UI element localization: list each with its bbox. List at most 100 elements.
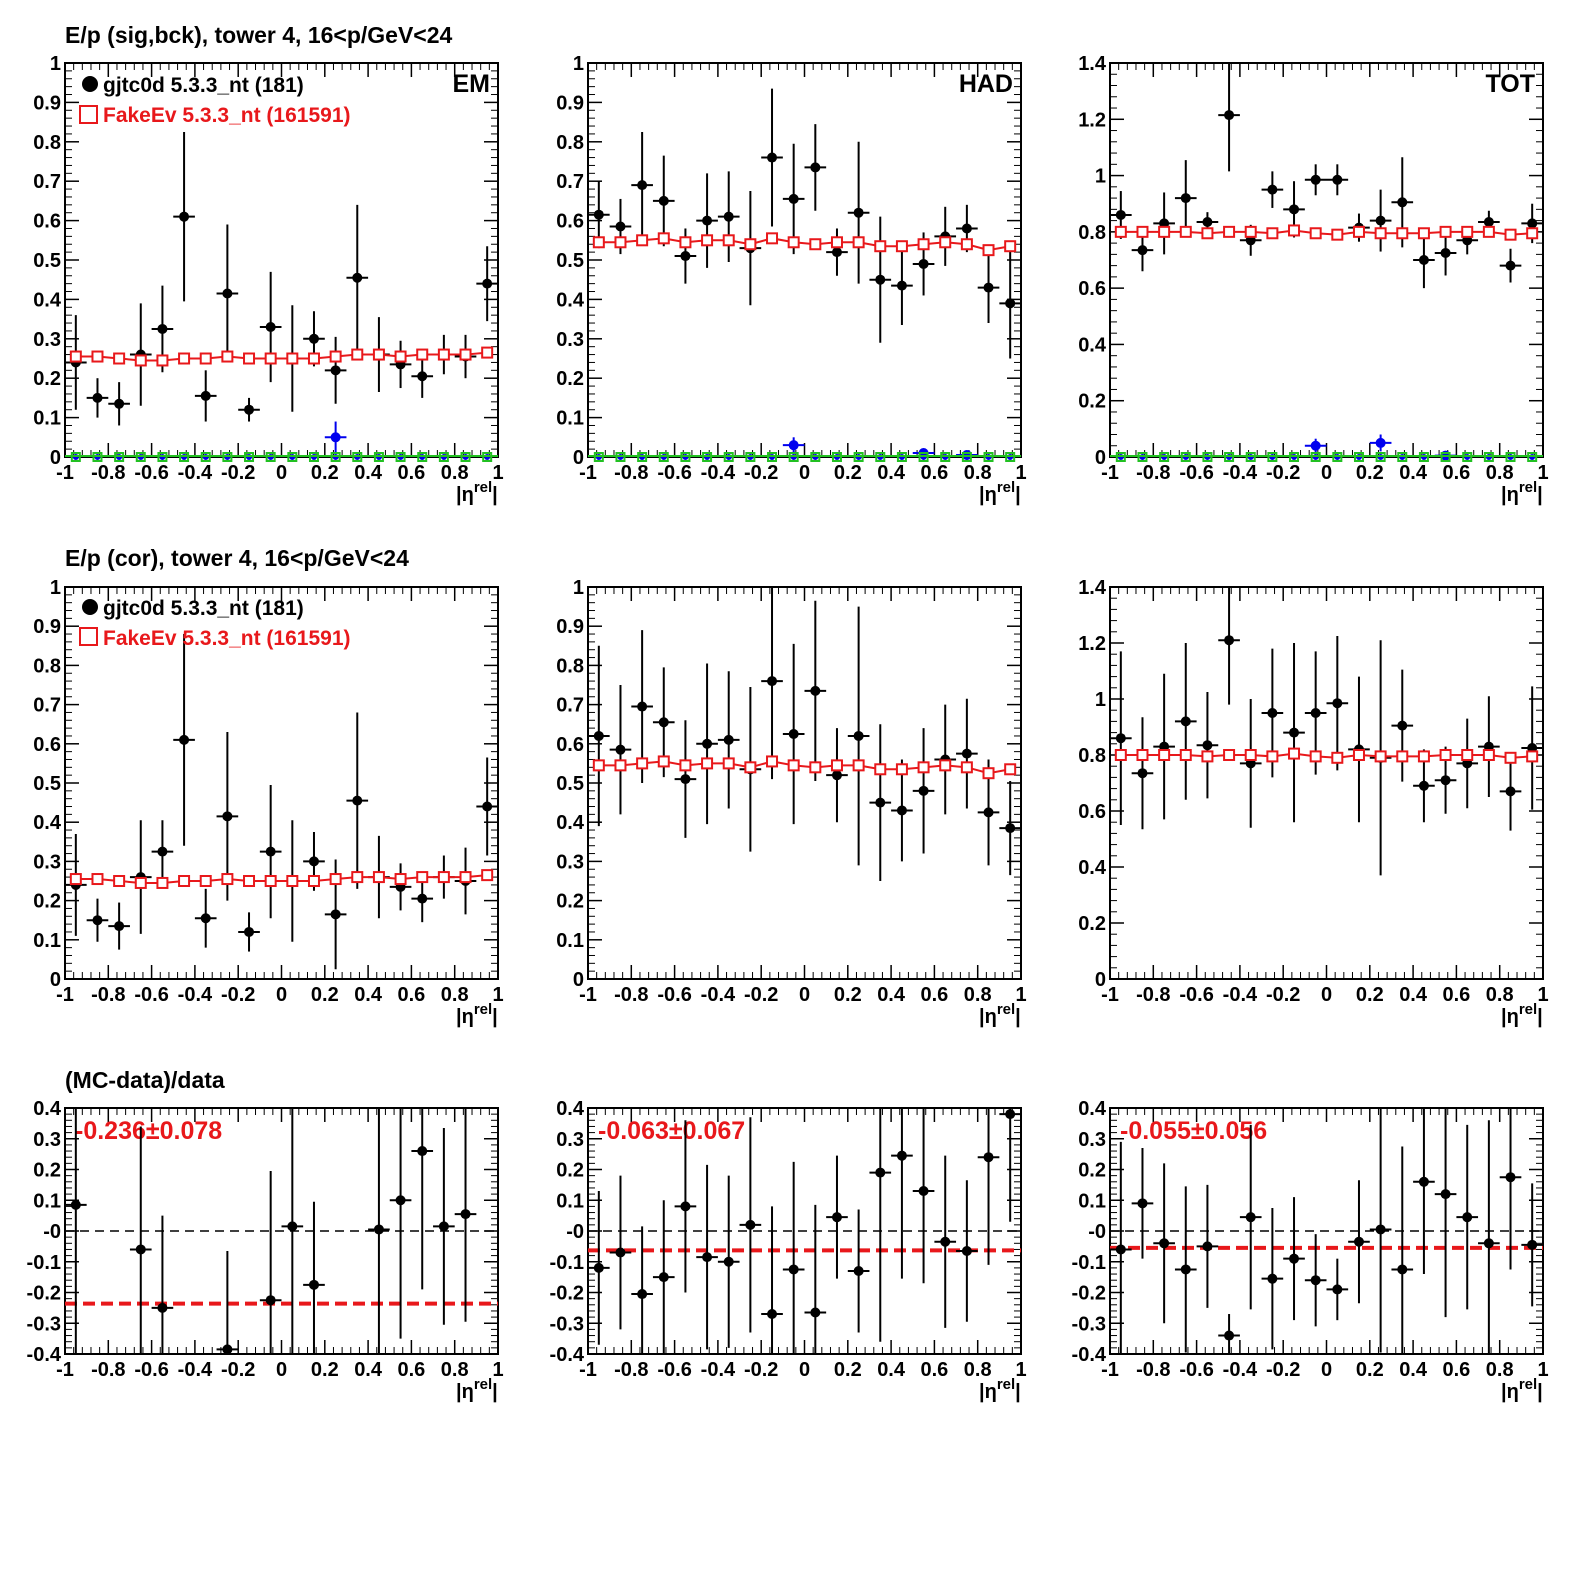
mc-point [1244, 749, 1257, 761]
x-tick-label: -0.4 [178, 1359, 213, 1381]
legend-data-label: gjtc0d 5.3.3_nt (181) [103, 597, 304, 620]
x-tick-label: -0.4 [701, 1359, 736, 1381]
mc-point [1482, 225, 1495, 238]
y-tick-label: 0 [1095, 969, 1106, 991]
data-point [114, 921, 125, 932]
x-tick-label: -0.6 [657, 462, 691, 484]
y-tick-label: 0.5 [556, 773, 584, 795]
mc-point [1136, 749, 1149, 761]
data-point [1505, 260, 1516, 271]
data-point [1418, 1176, 1429, 1187]
mc-point [264, 875, 277, 887]
y-tick-label: 0.2 [556, 368, 584, 390]
data-point [417, 1146, 428, 1157]
chart-panel-0-0: 00.10.20.30.40.50.60.70.80.91-1 -0.8 -0.6-… [33, 53, 503, 506]
data-point [961, 748, 972, 759]
y-tick-label: 0.3 [1078, 1129, 1106, 1151]
mc-point [744, 238, 757, 251]
x-tick-label: -0.4 [1223, 984, 1258, 1006]
mc-point [1288, 224, 1301, 237]
data-point [330, 365, 341, 376]
legend-data-label: gjtc0d 5.3.3_nt (181) [103, 74, 304, 97]
y-tick-label: 0.4 [556, 812, 585, 834]
y-tick-label: 1 [50, 53, 61, 75]
x-tick-label: 1 [492, 462, 503, 484]
data-point [918, 785, 929, 796]
data-point [373, 1224, 384, 1235]
data-point [593, 209, 604, 220]
y-tick-label: 1.4 [1078, 53, 1107, 75]
mc-point [830, 236, 843, 249]
data-point [1005, 298, 1016, 309]
row-titles: E/p (sig,bck), tower 4, 16<p/GeV<24 E/p … [65, 22, 453, 1093]
data-point [767, 676, 778, 687]
data-point [788, 1264, 799, 1275]
x-tick-label: 0.8 [441, 462, 469, 484]
data-point [1375, 1224, 1386, 1235]
data-point [157, 846, 168, 857]
data-point [983, 282, 994, 293]
legend-mc-marker [79, 627, 98, 646]
row-title-0: E/p (sig,bck), tower 4, 16<p/GeV<24 [65, 22, 453, 48]
x-axis-label: |ηrel| [456, 1376, 498, 1403]
data-point [92, 392, 103, 403]
mc-point [372, 871, 385, 884]
mc-point [722, 757, 735, 770]
x-tick-label: 0.8 [1486, 984, 1514, 1006]
y-tick-label: 0.9 [33, 616, 61, 638]
series-data [588, 88, 1021, 359]
mc-point [1461, 749, 1474, 761]
mc-point [1417, 227, 1430, 240]
y-tick-label: 0.4 [556, 1098, 585, 1120]
x-tick-label: 0.2 [834, 984, 862, 1006]
data-point [767, 1309, 778, 1320]
data-point [1332, 174, 1343, 185]
mc-point [156, 876, 169, 889]
data-point [1353, 1236, 1364, 1247]
mc-point [982, 244, 995, 257]
mc-point [809, 238, 822, 251]
mc-point [243, 875, 256, 887]
mc-point [1396, 227, 1409, 240]
data-point [438, 1221, 449, 1232]
mc-point [1223, 225, 1236, 238]
data-point [1440, 775, 1451, 786]
x-tick-label: -0.4 [701, 462, 736, 484]
mc-point [1374, 227, 1387, 240]
mc-point [481, 869, 494, 882]
data-point [460, 1209, 471, 1220]
data-point [983, 807, 994, 818]
x-tick-label: -0.2 [221, 984, 255, 1006]
y-tick-label: 0.1 [1078, 1190, 1106, 1212]
mc-point [437, 871, 450, 884]
data-point [1375, 215, 1386, 226]
row-title-2: (MC-data)/data [65, 1067, 225, 1093]
chart-panel-2-0: -0.4 -0.3 -0.2 -0.1 -0 0.1 0.2 0.3 0.4 -1 -0.8 -0.6… [27, 1098, 504, 1403]
data-point [179, 734, 190, 745]
x-axis-label: |ηrel| [456, 479, 498, 506]
x-tick-label: -0.4 [1223, 462, 1258, 484]
y-tick-label: 1 [573, 53, 584, 75]
data-point [265, 1295, 276, 1306]
mc-point [982, 767, 995, 780]
x-tick-label: 0.2 [834, 1359, 862, 1381]
x-tick-label: -0.8 [91, 1359, 125, 1381]
x-tick-label: 0.2 [1356, 1359, 1384, 1381]
y-tick-label: 0.6 [556, 211, 584, 233]
x-tick-label: -0.2 [744, 1359, 778, 1381]
y-tick-label: 0.2 [33, 368, 61, 390]
mc-point [1244, 225, 1257, 238]
x-tick-label: 1 [1015, 1359, 1026, 1381]
series-mc [69, 346, 494, 367]
data-point [723, 734, 734, 745]
mc-point [1461, 225, 1474, 238]
data-point [1310, 1275, 1321, 1286]
chart-panel-1-1: 00.10.20.30.40.50.60.70.80.91-1 -0.8 -0.6-… [556, 577, 1026, 1028]
data-point [135, 1244, 146, 1255]
y-tick-label: 0.1 [556, 1190, 584, 1212]
mc-point [351, 348, 364, 361]
chart-panel-0-1: 00.10.20.30.40.50.60.70.80.91-1 -0.8 -0.6-… [556, 53, 1026, 506]
mc-point [1158, 225, 1171, 238]
mc-point [394, 873, 407, 886]
y-tick-label: -0 [566, 1221, 584, 1243]
